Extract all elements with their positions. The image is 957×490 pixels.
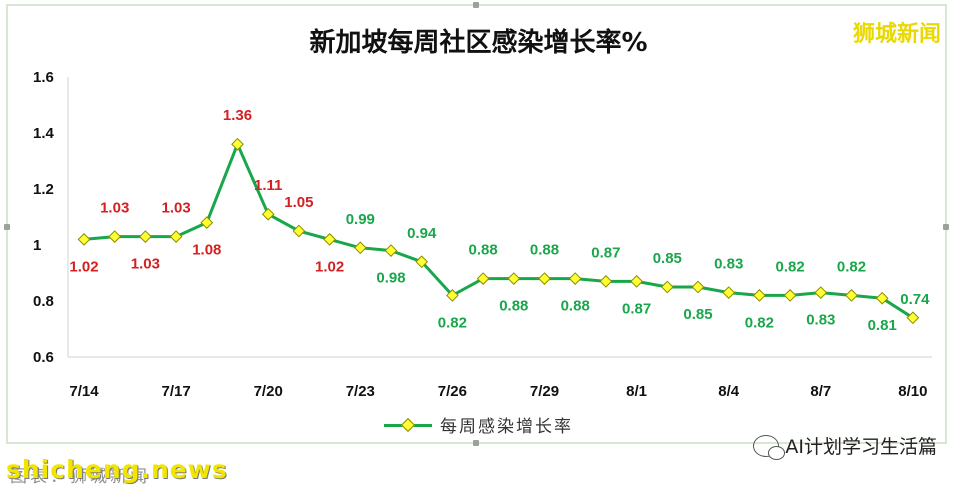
y-tick-label: 1.2 [33, 181, 54, 198]
watermark-text: shicheng.news [6, 455, 228, 484]
data-label: 0.82 [837, 258, 866, 275]
data-point-marker [323, 233, 336, 246]
source-caption: 图表：狮城新闻 [10, 467, 150, 487]
data-label: 0.74 [900, 291, 930, 308]
data-point-marker [783, 289, 797, 302]
data-point-marker [139, 230, 152, 243]
y-tick-label: 0.8 [33, 293, 54, 310]
data-label: 0.85 [653, 250, 682, 267]
x-tick-label: 7/23 [346, 383, 375, 400]
data-label: 1.08 [192, 242, 221, 259]
legend-swatch-icon [384, 417, 432, 432]
data-point-marker [660, 280, 674, 294]
data-label: 1.05 [284, 194, 313, 211]
data-point-marker [906, 311, 920, 325]
data-point-marker [231, 137, 244, 151]
y-tick-label: 1 [33, 237, 41, 254]
series-line [83, 142, 914, 320]
data-label: 0.85 [683, 306, 712, 323]
data-label: 0.87 [622, 300, 651, 317]
x-tick-label: 7/29 [530, 383, 559, 400]
data-label: 0.88 [468, 242, 497, 259]
data-label: 0.88 [499, 298, 528, 315]
x-tick-label: 7/17 [161, 383, 190, 400]
data-label: 1.02 [69, 258, 98, 275]
data-point-marker [630, 275, 643, 288]
data-point-marker [415, 255, 429, 269]
data-point-marker [691, 280, 705, 294]
y-tick-label: 1.6 [33, 69, 54, 86]
data-label: 0.82 [775, 258, 804, 275]
data-label: 0.94 [407, 225, 437, 242]
y-tick-label: 1.4 [33, 125, 55, 142]
data-label: 0.88 [561, 298, 590, 315]
data-label: 0.88 [530, 242, 559, 259]
data-point-marker [108, 230, 122, 243]
resize-handle-top[interactable] [473, 2, 479, 8]
data-point-marker [507, 272, 521, 285]
resize-handle-bottom[interactable] [473, 440, 479, 446]
wechat-account-name: AI计划学习生活篇 [785, 436, 937, 458]
data-point-marker [77, 233, 91, 246]
data-point-marker [353, 241, 367, 255]
chart-legend: 每周感染增长率 [0, 412, 957, 437]
data-label: 0.81 [868, 317, 897, 334]
data-label: 0.83 [714, 256, 743, 273]
brand-logo-text: 狮城新闻 [852, 22, 941, 47]
data-point-marker [384, 244, 398, 257]
data-point-marker [476, 272, 490, 285]
resize-handle-right[interactable] [943, 224, 949, 230]
data-label: 1.11 [254, 177, 282, 194]
data-label: 0.87 [591, 244, 620, 261]
data-point-marker [568, 272, 582, 285]
data-label: 1.03 [100, 200, 129, 217]
data-label: 0.83 [806, 312, 835, 329]
data-point-marker [169, 230, 183, 243]
data-point-marker [753, 289, 766, 302]
data-point-marker [722, 286, 736, 299]
legend-label: 每周感染增长率 [440, 417, 573, 437]
chart-title: 新加坡每周社区感染增长率% [309, 28, 648, 58]
chart-frame [4, 2, 949, 446]
data-point-marker [292, 224, 306, 238]
x-tick-label: 8/7 [810, 383, 831, 400]
data-point-marker [845, 289, 858, 302]
x-tick-label: 8/10 [898, 383, 927, 400]
data-label: 1.03 [161, 200, 190, 217]
x-tick-label: 7/20 [254, 383, 283, 400]
x-tick-label: 7/26 [438, 383, 467, 400]
data-point-marker [875, 291, 889, 305]
wechat-account: AI计划学习生活篇 [753, 432, 937, 460]
x-tick-label: 7/14 [69, 383, 99, 400]
data-label: 0.82 [745, 314, 774, 331]
data-point-marker [599, 275, 613, 288]
data-point-marker [538, 272, 551, 285]
resize-handle-left[interactable] [4, 224, 10, 230]
data-label: 0.99 [346, 211, 375, 228]
data-label: 0.98 [376, 270, 405, 287]
wechat-icon [753, 434, 786, 460]
data-label: 1.36 [223, 107, 252, 124]
data-label: 0.82 [438, 314, 467, 331]
x-tick-label: 8/4 [718, 383, 740, 400]
data-point-marker [200, 216, 214, 229]
data-point-marker [814, 286, 828, 299]
data-label: 1.02 [315, 258, 344, 275]
y-tick-label: 0.6 [33, 349, 54, 366]
data-point-marker [446, 289, 459, 302]
data-point-marker [261, 207, 275, 221]
x-tick-label: 8/1 [626, 383, 647, 400]
data-label: 1.03 [131, 256, 160, 273]
